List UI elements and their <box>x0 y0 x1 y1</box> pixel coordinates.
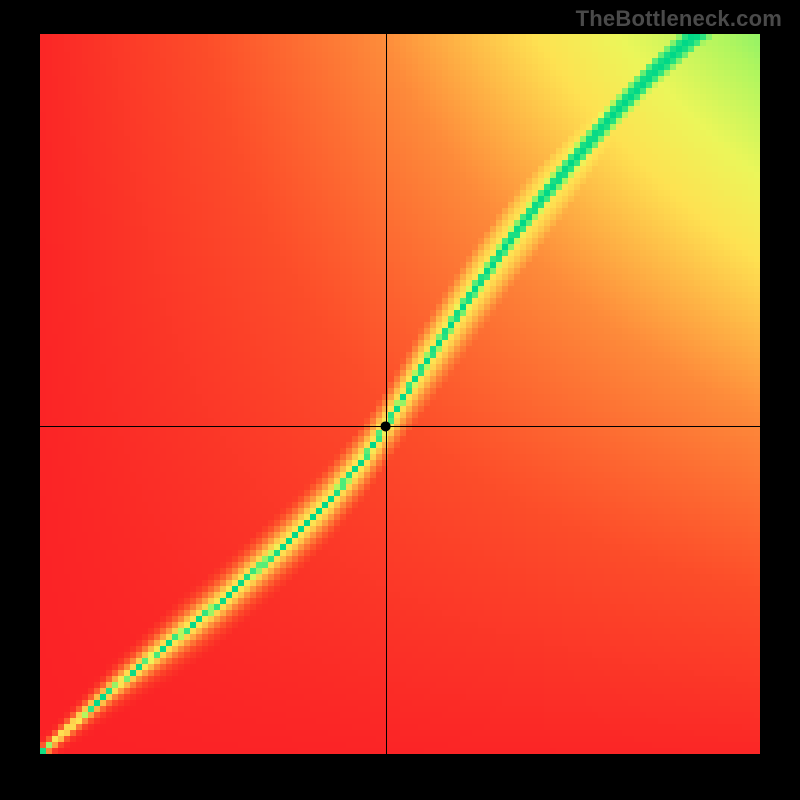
watermark-text: TheBottleneck.com <box>576 6 782 32</box>
bottleneck-heatmap <box>40 34 760 754</box>
stage: { "watermark": { "text": "TheBottleneck.… <box>0 0 800 800</box>
